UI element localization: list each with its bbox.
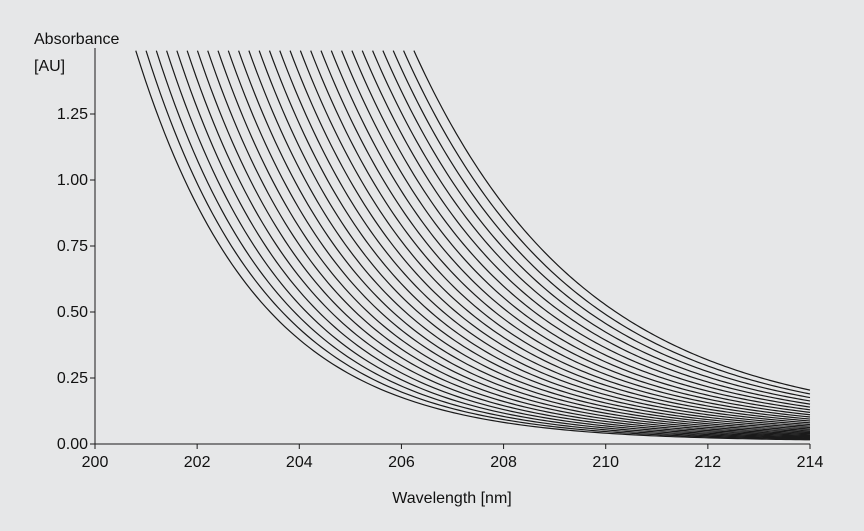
x-tick-label: 200 [82,454,109,471]
x-tick-label: 212 [695,454,722,471]
absorbance-curve [176,50,811,438]
absorbance-curve [155,50,811,439]
absorbance-curve [207,50,811,435]
absorbance-curve [382,50,811,402]
absorbance-curve [145,50,811,440]
absorbance-curve [289,50,811,424]
absorbance-curve [258,50,811,429]
x-ticks: 200 202 204 206 208 210 212 214 [82,444,824,471]
y-axis-label-line1: Absorbance [34,31,119,48]
x-tick-label: 208 [490,454,517,471]
y-tick-label: 0.75 [57,238,88,255]
absorbance-curve [186,50,811,437]
absorbance-curve [330,50,811,416]
x-tick-label: 210 [592,454,619,471]
x-tick-label: 206 [388,454,415,471]
absorbance-curve [372,50,811,405]
absorbance-curve [403,50,811,395]
y-tick-label: 1.25 [57,106,88,123]
absorbance-curve [361,50,811,408]
absorbance-curve [196,50,811,436]
y-ticks: 0.00 0.25 0.50 0.75 1.00 1.25 [57,106,95,453]
absorbance-curve [413,50,811,391]
absorbance-curve [248,50,811,430]
absorbance-curve [299,50,811,422]
y-axis-label-line2: [AU] [34,58,65,75]
absorbance-curve [320,50,811,418]
absorbance-curve [135,50,811,441]
absorbance-curve [310,50,811,420]
absorbance-curves [135,50,811,441]
absorbance-curve [238,50,811,431]
x-tick-label: 204 [286,454,313,471]
absorbance-curve [351,50,811,411]
y-tick-label: 0.00 [57,436,88,453]
absorbance-curve [166,50,811,439]
absorbance-curve [217,50,811,434]
x-tick-label: 202 [184,454,211,471]
y-tick-label: 0.50 [57,304,88,321]
absorbance-curve [392,50,811,399]
x-axis-label: Wavelength [nm] [392,490,511,507]
x-tick-label: 214 [797,454,824,471]
y-tick-label: 1.00 [57,172,88,189]
y-tick-label: 0.25 [57,370,88,387]
absorbance-curve [268,50,811,427]
absorbance-curve [279,50,811,426]
absorbance-curve [227,50,811,433]
absorbance-curve [341,50,811,413]
